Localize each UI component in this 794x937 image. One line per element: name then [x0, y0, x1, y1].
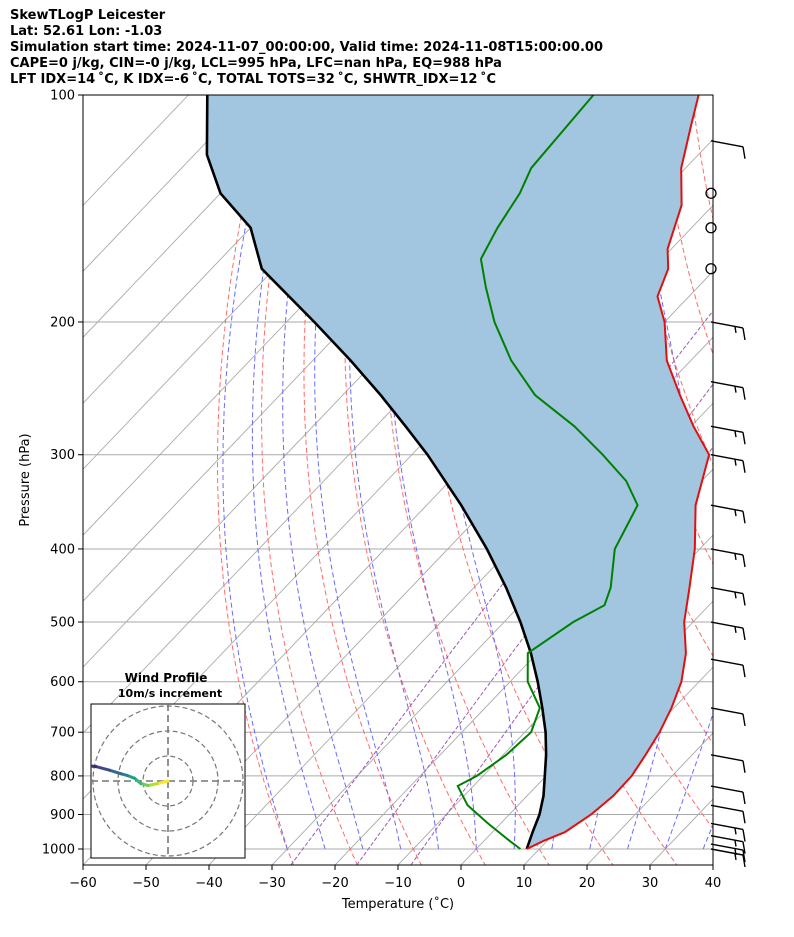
dry-adiabat [261, 95, 358, 865]
simulation-times: Simulation start time: 2024-11-07_00:00:… [10, 40, 603, 55]
x-tick-label: −30 [258, 876, 285, 891]
y-tick-label: 200 [50, 315, 75, 330]
moist-adiabat [348, 95, 439, 850]
y-tick-label: 800 [50, 769, 75, 784]
moist-adiabat [251, 95, 326, 850]
hodograph-segment [91, 764, 98, 769]
wind-barb [710, 548, 746, 568]
stability-indices: LFT IDX=14 ˚C, K IDX=-6 ˚C, TOTAL TOTS=3… [10, 72, 497, 87]
isotherm-line [83, 95, 315, 338]
x-tick-label: −10 [384, 876, 411, 891]
cape-shading [206, 95, 710, 849]
dry-adiabat [217, 95, 295, 865]
wind-barb [710, 321, 746, 341]
x-tick-label: 0 [457, 876, 465, 891]
hodograph-segment [94, 765, 111, 772]
x-tick-label: 10 [516, 876, 533, 891]
calm-wind-marker [705, 222, 717, 234]
wind-barb [710, 785, 746, 805]
y-axis-label: Pressure (hPa) [18, 433, 33, 526]
wind-barb [710, 425, 746, 445]
wind-profile-inset: Wind Profile 10m/s increment [90, 671, 246, 859]
wind-barb [710, 504, 746, 524]
dry-adiabat [383, 95, 550, 865]
sounding-profiles [205, 95, 711, 850]
x-tick-label: −20 [321, 876, 348, 891]
moist-adiabat [314, 95, 402, 850]
wind-barb [710, 804, 746, 824]
isotherm-line [83, 95, 252, 272]
wind-barb [710, 754, 746, 773]
wind-barb [710, 380, 746, 400]
hodograph-segment [155, 779, 170, 786]
wind-barb [710, 834, 746, 854]
wind-barb [710, 848, 746, 868]
y-tick-label: 1000 [42, 843, 75, 858]
dry-adiabat [790, 95, 794, 880]
wind-barb [710, 843, 746, 863]
dry-adiabat [303, 95, 422, 865]
hodograph-segment [146, 782, 159, 787]
parcel-profile-line [205, 95, 548, 850]
wind-barb [710, 822, 746, 842]
wind-barb [710, 586, 746, 606]
dry-adiabat [344, 95, 486, 865]
y-tick-label: 600 [50, 675, 75, 690]
wind-barb [710, 621, 746, 641]
stability-parameters: CAPE=0 j/kg, CIN=-0 j/kg, LCL=995 hPa, L… [10, 56, 502, 71]
y-tick-label: 300 [50, 448, 75, 463]
dewpoint-profile-line [456, 95, 639, 850]
y-tick-label: 700 [50, 726, 75, 741]
x-tick-label: −40 [195, 876, 222, 891]
moist-adiabat [282, 95, 364, 850]
station-coordinates: Lat: 52.61 Lon: -1.03 [10, 24, 163, 39]
calm-wind-marker [705, 263, 717, 275]
y-tick-label: 400 [50, 542, 75, 557]
calm-wind-marker [705, 187, 717, 199]
x-tick-label: 40 [705, 876, 722, 891]
moist-adiabat [664, 712, 713, 850]
x-axis-label: Temperature (˚C) [341, 896, 454, 912]
temperature-profile-line [526, 95, 711, 850]
x-tick-label: 20 [579, 876, 596, 891]
x-tick-label: −60 [69, 876, 96, 891]
mixing-ratio-line [356, 383, 713, 865]
wind-barb [710, 454, 746, 473]
moist-adiabat [222, 95, 288, 850]
wind-barb [710, 658, 746, 678]
moist-adiabat [702, 823, 713, 850]
inset-subtitle: 10m/s increment [118, 687, 222, 700]
y-tick-label: 900 [50, 808, 75, 823]
isotherm-line [397, 534, 713, 865]
isotherm-line [586, 732, 713, 865]
wind-barbs [705, 140, 746, 868]
dry-adiabat [758, 95, 794, 880]
x-tick-label: −50 [132, 876, 159, 891]
chart-title: SkewTLogP Leicester [10, 8, 166, 23]
dry-adiabat [725, 95, 794, 880]
wind-barb [710, 707, 746, 727]
inset-title: Wind Profile [125, 671, 208, 685]
y-tick-label: 500 [50, 616, 75, 631]
y-tick-label: 100 [50, 89, 75, 104]
cape-fill [206, 95, 710, 849]
wind-barb [710, 140, 746, 159]
x-tick-label: 30 [642, 876, 659, 891]
hodograph-segment [108, 768, 123, 776]
chart-header: SkewTLogP Leicester Lat: 52.61 Lon: -1.0… [10, 8, 603, 88]
